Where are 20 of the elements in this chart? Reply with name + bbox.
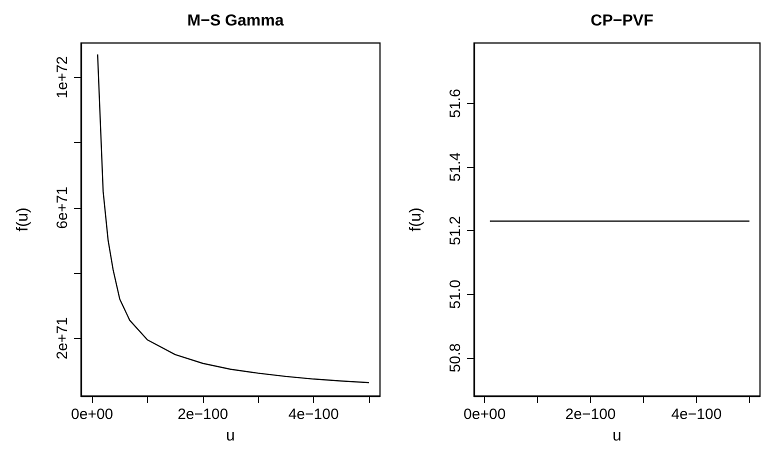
x-tick-label: 0e+00 xyxy=(71,406,114,423)
y-axis-title: f(u) xyxy=(14,208,32,232)
x-axis-title: u xyxy=(226,428,235,444)
y-tick-label: 2e+71 xyxy=(54,317,71,360)
x-tick-label: 4e−100 xyxy=(671,406,722,423)
x-tick-label: 0e+00 xyxy=(464,406,506,423)
y-tick-label: 1e+72 xyxy=(54,56,71,98)
chart-title: M−S Gamma xyxy=(187,12,284,30)
y-axis-title: f(u) xyxy=(408,208,424,232)
y-tick-label: 51.2 xyxy=(447,216,464,246)
y-tick-label: 50.8 xyxy=(447,343,464,372)
chart-title: CP−PVF xyxy=(590,12,654,30)
x-tick-label: 4e−100 xyxy=(288,406,339,423)
y-tick-label: 6e+71 xyxy=(54,186,71,229)
x-tick-label: 2e−100 xyxy=(565,406,616,423)
y-tick-label: 51.0 xyxy=(447,280,464,309)
y-tick-label: 51.6 xyxy=(447,88,464,118)
y-tick-label: 51.4 xyxy=(447,152,464,182)
x-axis-title: u xyxy=(612,428,622,444)
x-tick-label: 2e−100 xyxy=(178,406,228,423)
